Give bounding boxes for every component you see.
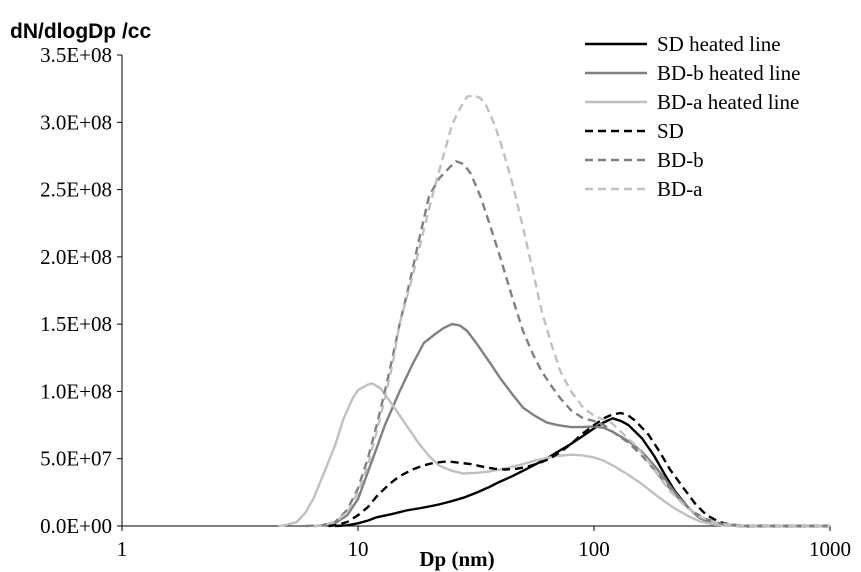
series-line-bd-a-heated-line [278,382,830,528]
series-line-sd-heated-line [335,417,830,528]
y-tick-label: 2.0E+08 [40,245,112,269]
y-tick-label: 1.0E+08 [40,379,112,403]
y-tick-label: 1.5E+08 [40,312,112,336]
series-line-sd [328,411,830,528]
y-tick-label: 3.0E+08 [40,110,112,134]
y-tick-label: 5.0E+07 [40,447,112,471]
legend-label: SD heated line [657,32,781,56]
legend-label: BD-a [657,177,703,201]
legend-label: SD [657,119,684,143]
series-line-bd-a [313,94,830,528]
series-line-bd-b-heated-line [313,322,830,528]
chart-series-layer [278,94,830,528]
y-tick-label: 3.5E+08 [40,43,112,67]
x-tick-label: 10 [348,537,369,561]
x-tick-label: 1000 [809,537,851,561]
x-tick-label: 1 [117,537,128,561]
chart-legend: SD heated line BD-b heated line BD-a heate… [585,32,800,201]
y-tick-label: 0.0E+00 [40,514,112,538]
series-line-bd-b [305,160,830,528]
y-axis-title: dN/dlogDp /cc [10,20,151,43]
legend-label: BD-b [657,148,704,172]
y-tick-label: 2.5E+08 [40,178,112,202]
x-axis-title: Dp (nm) [419,547,494,571]
x-tick-label: 100 [578,537,610,561]
chart-axes: 0.0E+00 5.0E+07 1.0E+08 1.5E+08 2.0E+08 2.5E+… [40,43,851,561]
legend-label: BD-a heated line [657,90,799,114]
legend-label: BD-b heated line [657,61,800,85]
